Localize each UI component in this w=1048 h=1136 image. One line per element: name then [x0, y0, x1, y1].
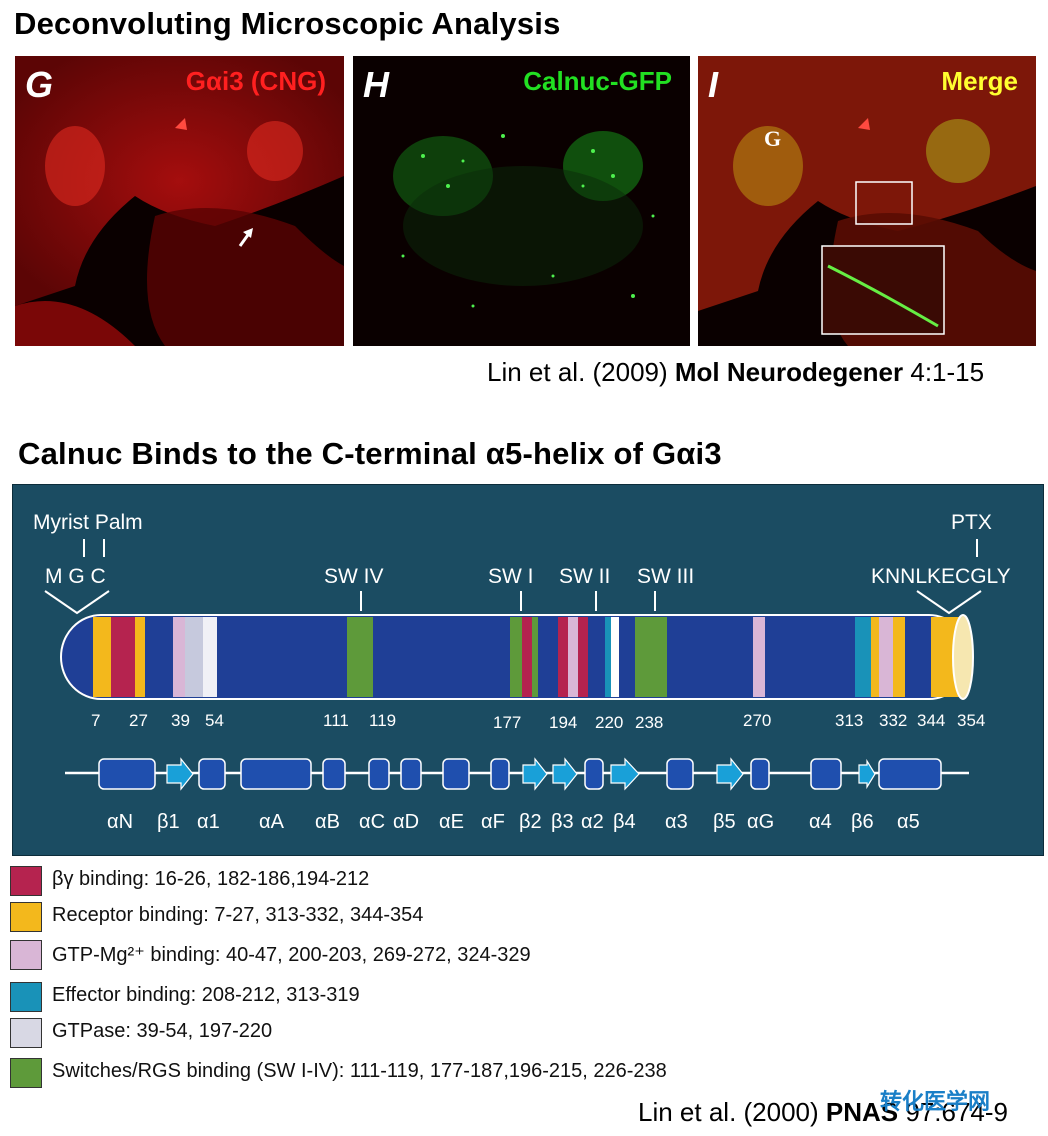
structure-label: αA [259, 811, 284, 833]
structure-label: β4 [613, 811, 636, 833]
citation-pages: 97:674-9 [898, 1097, 1009, 1127]
position-label: 238 [635, 713, 664, 732]
myrist-palm-label: Myrist Palm [33, 511, 143, 534]
legend-swatch [10, 940, 42, 970]
position-label: 344 [917, 711, 946, 730]
structure-label: αF [481, 811, 505, 833]
legend-label: GTP-Mg²⁺ binding: 40-47, 200-203, 269-27… [52, 944, 531, 966]
panel-letter: G [25, 64, 54, 105]
legend-swatch [10, 1058, 42, 1088]
position-label: 332 [879, 711, 908, 730]
legend-swatch [10, 982, 42, 1012]
position-label: 270 [743, 711, 772, 730]
structure-label: α4 [809, 811, 832, 833]
structure-label: α3 [665, 811, 688, 833]
tick [360, 591, 362, 611]
sw-iv-label: SW IV [324, 565, 384, 588]
position-label: 119 [369, 711, 397, 730]
watermark-logo: 转化医学网 [880, 1089, 991, 1114]
merge-cell-image [698, 56, 1036, 346]
sw-i-label: SW I [488, 565, 534, 588]
legend-swatch [10, 1018, 42, 1048]
citation-2000: Lin et al. (2000) PNAS 97:674-9 [638, 1097, 1008, 1128]
structure-label: αE [439, 811, 464, 833]
structure-label: αB [315, 811, 340, 833]
citation-journal: Mol Neurodegener [674, 357, 904, 387]
position-label: 39 [171, 711, 190, 730]
ptx-label: PTX [951, 511, 992, 534]
structure-label: α2 [581, 811, 604, 833]
structure-label: αN [107, 811, 134, 833]
structure-label: αD [393, 811, 420, 833]
tick [595, 591, 597, 611]
panel-h-green-channel: H Calnuc-GFP [353, 56, 690, 346]
citation-2009: Lin et al. (2009) Mol Neurodegener 4:1-1… [487, 357, 984, 388]
position-label: 220 [595, 713, 624, 732]
structure-label: α1 [197, 811, 220, 833]
top-section-title: Deconvoluting Microscopic Analysis [14, 6, 561, 41]
sw-ii-label: SW II [559, 565, 611, 588]
position-label: 111 [323, 711, 349, 730]
tick [520, 591, 522, 611]
position-label: 354 [957, 711, 986, 730]
legend-swatch [10, 866, 42, 896]
position-label: 177 [493, 713, 522, 732]
inset-letter: G [764, 126, 782, 151]
panel-letter: I [708, 64, 719, 105]
panel-label: Merge [941, 66, 1018, 96]
panel-letter: H [363, 64, 389, 105]
structure-label: β6 [851, 811, 874, 833]
legend-label: Switches/RGS binding (SW I-IV): 111-119,… [52, 1060, 667, 1082]
cterm-sequence-label: KNNLKECGLY [871, 565, 1011, 588]
position-label: 194 [549, 713, 578, 732]
position-label: 54 [205, 711, 224, 730]
structure-label: α5 [897, 811, 920, 833]
panel-i-merge: I Merge G [698, 56, 1036, 346]
legend-label: βγ binding: 16-26, 182-186,194-212 [52, 868, 370, 890]
position-label: 7 [91, 711, 101, 730]
tick [83, 539, 85, 557]
sw-iii-label: SW III [637, 565, 695, 588]
position-label: 313 [835, 711, 864, 730]
mgc-label: M G C [45, 565, 106, 588]
legend-label: GTPase: 39-54, 197-220 [52, 1020, 273, 1042]
structure-label: β1 [157, 811, 180, 833]
citation-authors: Lin et al. (2009) [487, 357, 675, 387]
structure-label: αC [359, 811, 386, 833]
panel-label: Calnuc-GFP [523, 66, 672, 96]
structure-label: β2 [519, 811, 542, 833]
citation-journal: PNAS [825, 1097, 899, 1127]
citation-authors: Lin et al. (2000) [638, 1097, 826, 1127]
structure-label: β3 [551, 811, 574, 833]
structure-label: αG [747, 811, 775, 833]
citation-pages: 4:1-15 [903, 357, 985, 387]
structure-label: β5 [713, 811, 736, 833]
red-cell-image [15, 56, 344, 346]
tick [103, 539, 105, 557]
green-cell-image [393, 131, 655, 308]
protein-schematic [44, 590, 982, 791]
position-label: 27 [129, 711, 148, 730]
legend-swatch [10, 902, 42, 932]
panel-label: Gαi3 (CNG) [185, 66, 326, 96]
gai3-domain-diagram: Myrist Palm M G C PTX KNNLKECGLY SW IV S… [12, 484, 1044, 856]
tick [654, 591, 656, 611]
legend-label: Effector binding: 208-212, 313-319 [52, 984, 360, 1006]
legend-label: Receptor binding: 7-27, 313-332, 344-354 [52, 904, 424, 926]
tick [976, 539, 978, 557]
bottom-section-title: Calnuc Binds to the C-terminal α5-helix … [18, 436, 722, 471]
panel-g-red-channel: G Gαi3 (CNG) [15, 56, 344, 346]
